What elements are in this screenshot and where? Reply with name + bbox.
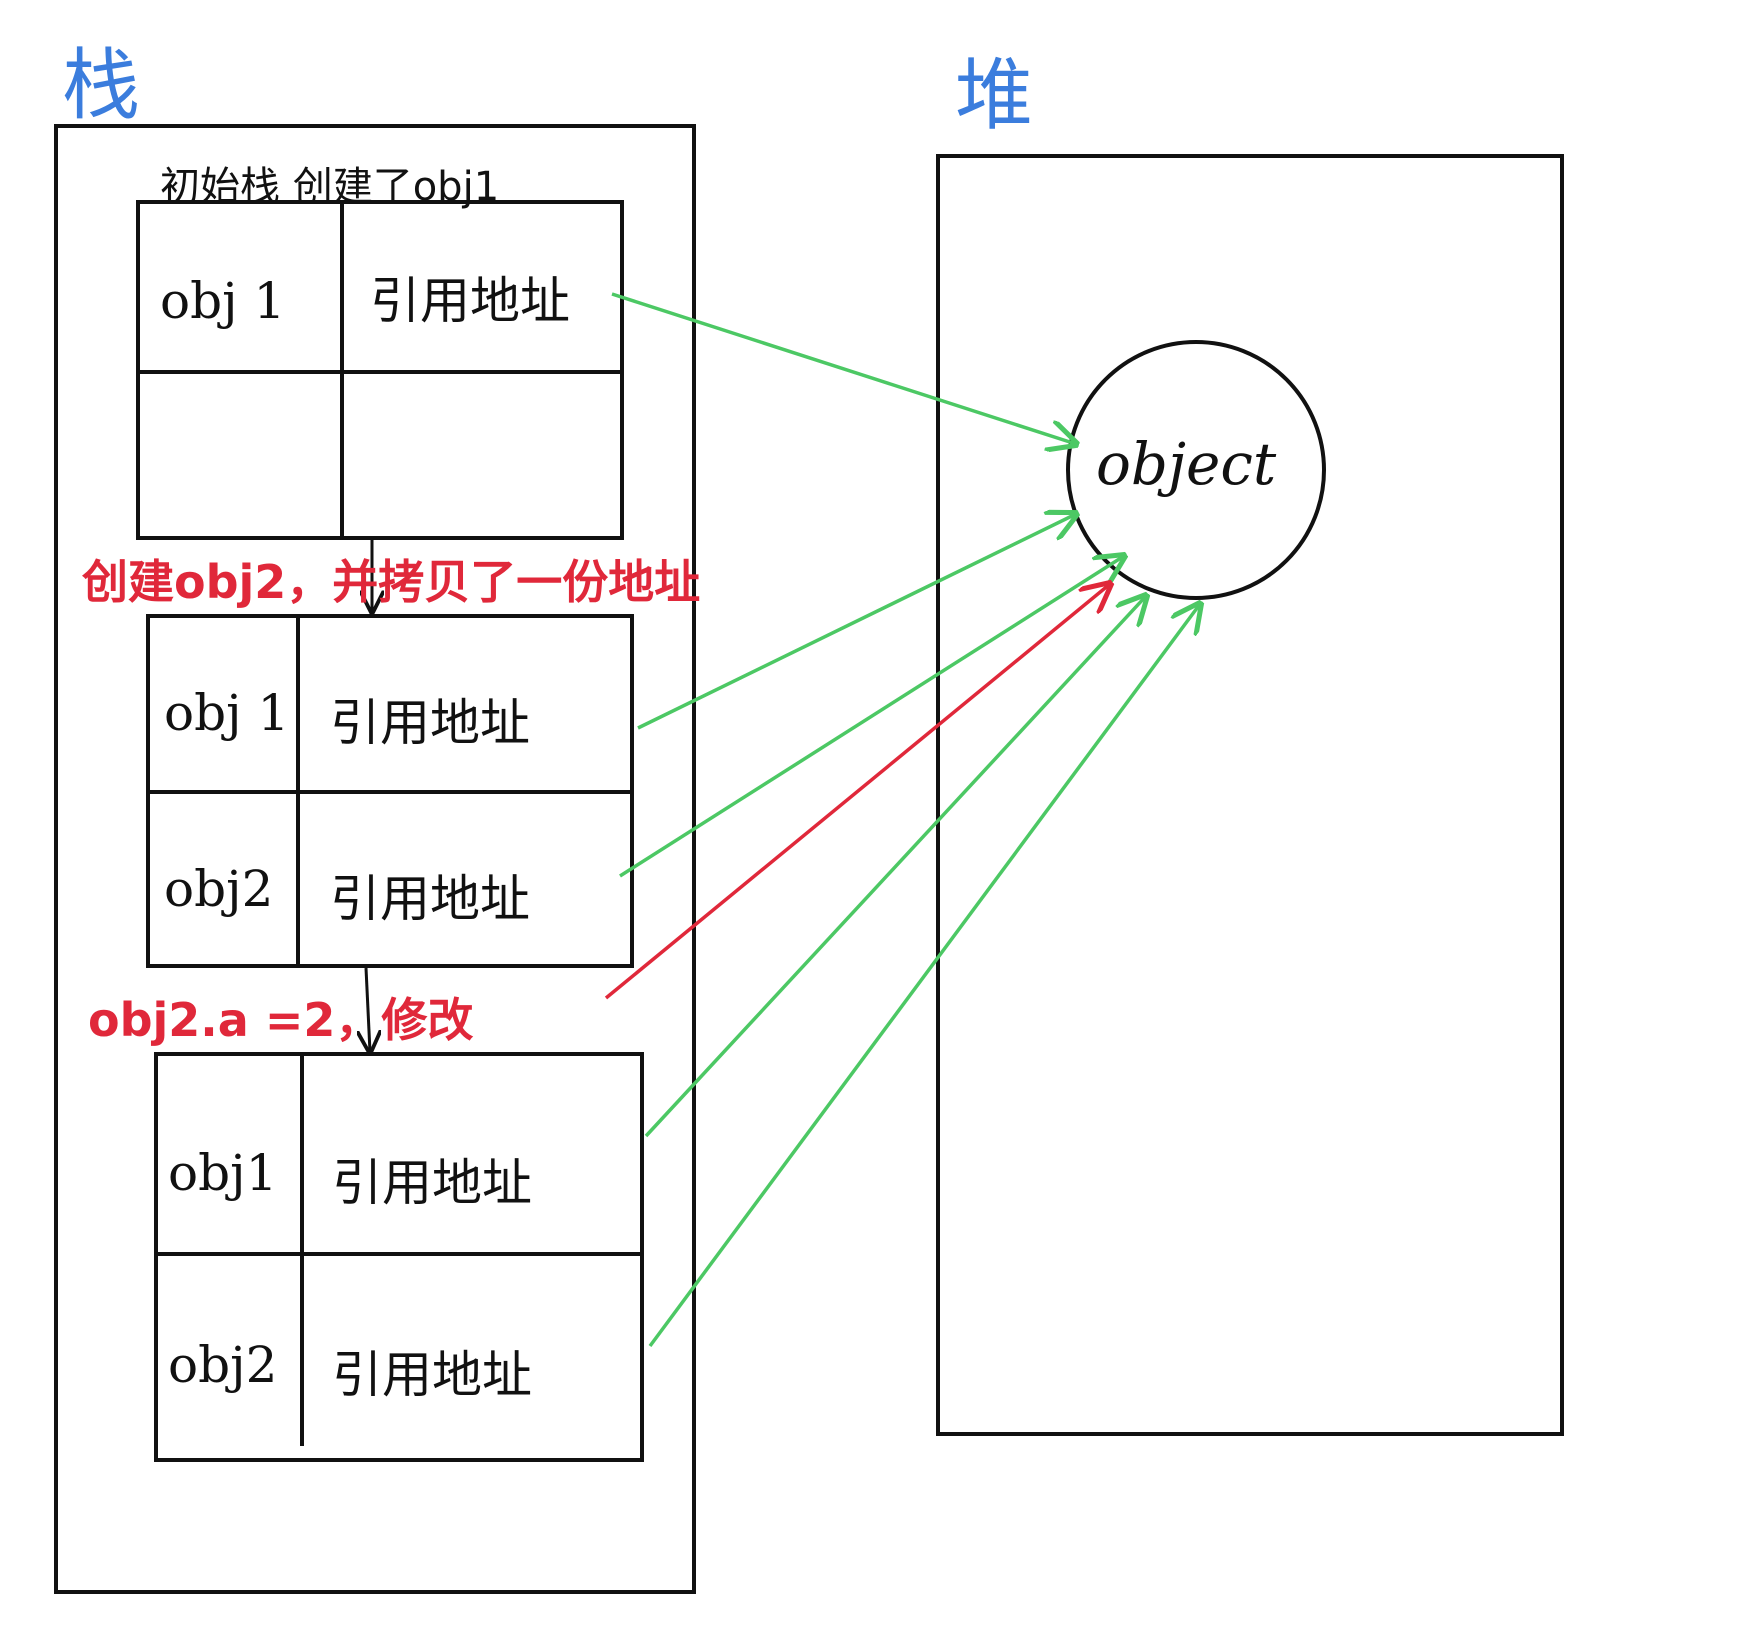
pointer-frame3-obj1 (644, 596, 1146, 1138)
frame1-row1-value: 引用地址 (370, 272, 570, 330)
pointer-modify-obj2-a (604, 584, 1110, 1000)
create-obj2-note: 创建obj2，并拷贝了一份地址 (82, 555, 700, 609)
heap-title: 堆 (955, 51, 1033, 141)
stack-title: 栈 (62, 41, 140, 131)
frame2-row1-name: obj 1 (164, 684, 289, 742)
flow-arrow-2 (366, 967, 370, 1052)
pointer-frame2-obj1 (637, 514, 1076, 730)
frame2-row2-value: 引用地址 (330, 870, 530, 928)
frame1-row1-name: obj 1 (160, 272, 285, 330)
pointer-frame3-obj2 (648, 604, 1200, 1348)
stack-frame-copy: obj 1 引用地址 obj2 引用地址 (146, 614, 634, 968)
stack-container (54, 124, 696, 1594)
frame2-row2-name: obj2 (164, 860, 273, 918)
frame2-row1-value: 引用地址 (330, 694, 530, 752)
heap-container (936, 154, 1564, 1436)
frame3-row2-value: 引用地址 (332, 1346, 532, 1404)
heap-object-label: object (1096, 430, 1277, 498)
frame3-row2-name: obj2 (168, 1336, 277, 1394)
modify-note: obj2.a =2，修改 (88, 993, 473, 1047)
pointer-frame2-obj2 (619, 556, 1124, 878)
stack-frame-modified: obj1 引用地址 obj2 引用地址 (154, 1052, 644, 1462)
stack-frame-initial: obj 1 引用地址 (136, 200, 624, 540)
frame3-row1-value: 引用地址 (332, 1154, 532, 1212)
frame3-row1-name: obj1 (168, 1144, 277, 1202)
pointer-frame1-obj1 (611, 292, 1076, 444)
